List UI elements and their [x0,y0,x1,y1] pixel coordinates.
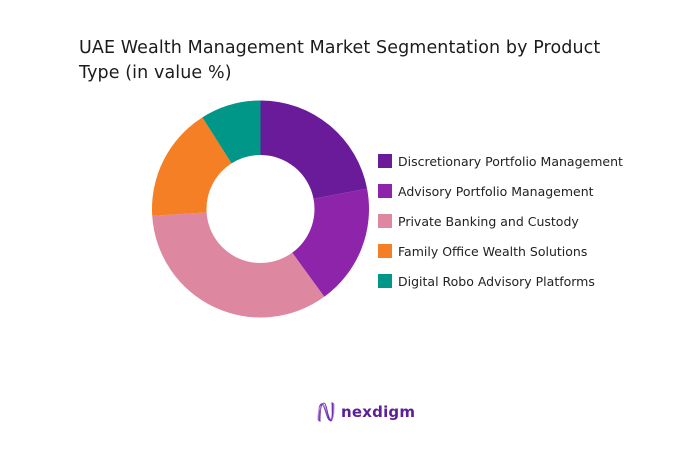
legend-label: Advisory Portfolio Management [398,183,594,199]
legend-item-private-banking: Private Banking and Custody [378,206,623,236]
nexdigm-logo: nexdigm [316,401,415,423]
wave-n-icon [317,401,335,423]
legend-item-discretionary: Discretionary Portfolio Management [378,146,623,176]
donut-slices [152,100,369,318]
legend-label: Discretionary Portfolio Management [398,153,623,169]
legend-swatch [378,244,392,258]
legend-swatch [378,154,392,168]
donut-slice-advisory-portfolio-management [292,188,369,297]
donut-slice-digital-robo-advisory-platforms [202,100,261,164]
legend-item-robo-advisory: Digital Robo Advisory Platforms [378,266,623,296]
logo-text: nexdigm [341,403,416,421]
legend-item-family-office: Family Office Wealth Solutions [378,236,623,266]
legend-item-advisory: Advisory Portfolio Management [378,176,623,206]
legend-swatch [378,184,392,198]
legend-label: Family Office Wealth Solutions [398,243,588,259]
chart-title: UAE Wealth Management Market Segmentatio… [79,38,601,83]
legend-label: Digital Robo Advisory Platforms [398,273,595,289]
legend-swatch [378,214,392,228]
legend-label: Private Banking and Custody [398,213,579,229]
legend-swatch [378,274,392,288]
donut-slice-private-banking-and-custody [152,212,325,318]
donut-slice-family-office-wealth-solutions [152,117,232,216]
chart-legend: Discretionary Portfolio Management Advis… [378,146,623,296]
donut-slice-discretionary-portfolio-management [260,100,368,199]
